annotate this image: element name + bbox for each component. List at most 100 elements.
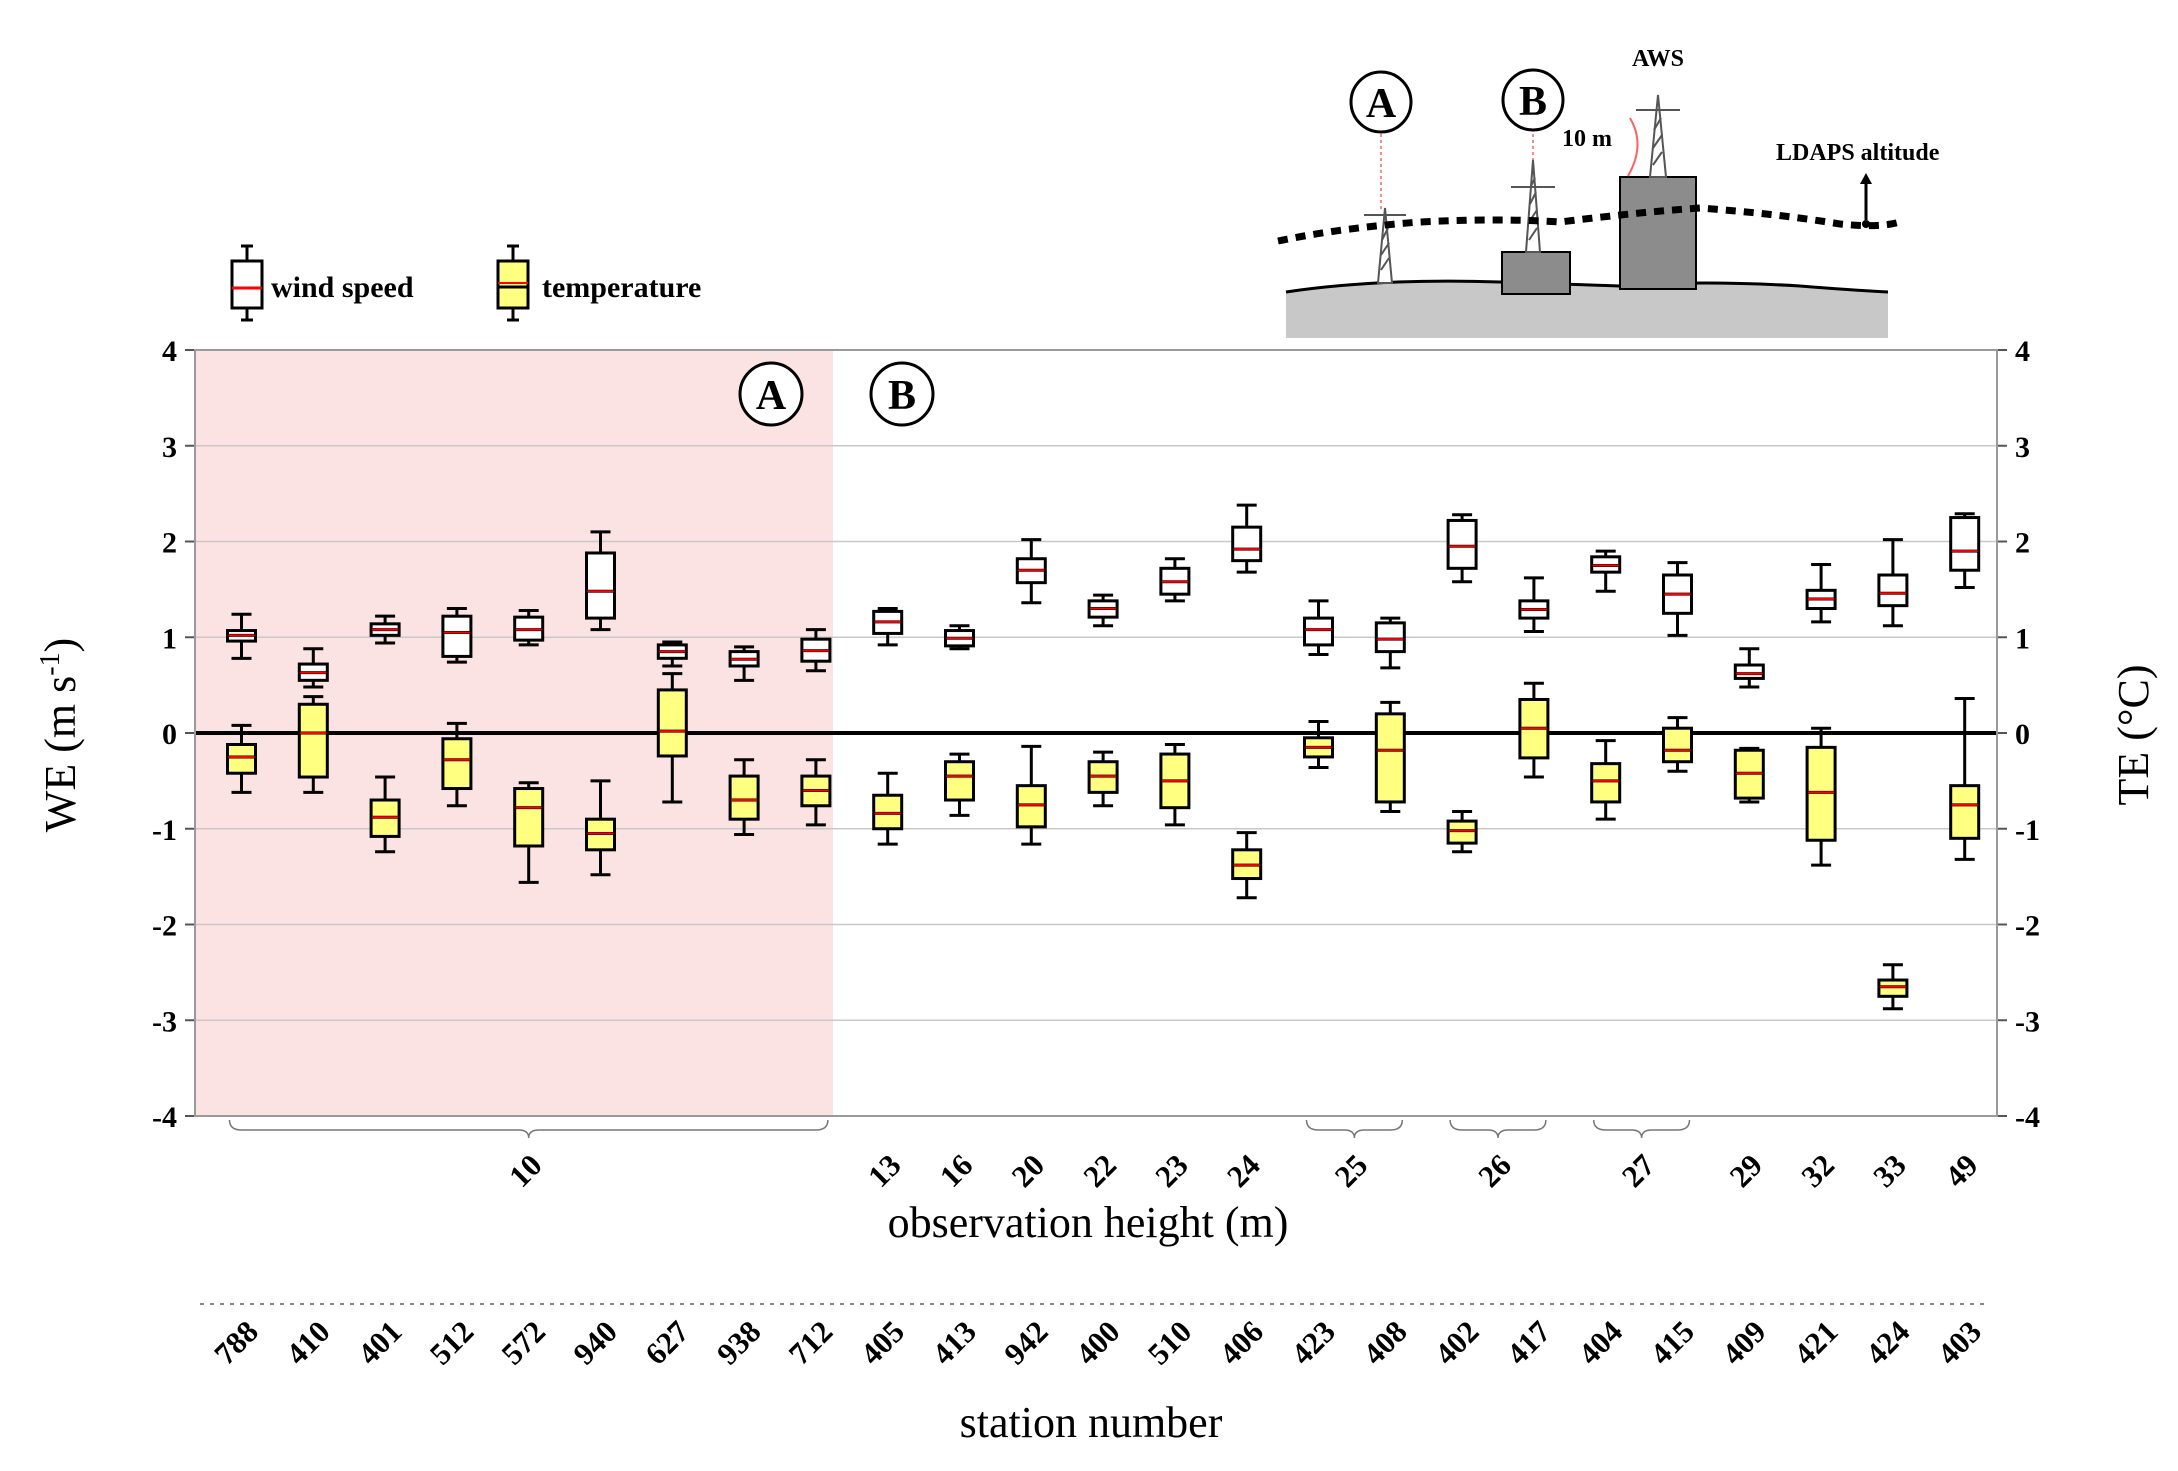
- station-label: 424: [1859, 1314, 1917, 1372]
- temperature-box-417: [1518, 681, 1550, 779]
- station-label: 406: [1212, 1314, 1270, 1372]
- temperature-box-938: [728, 758, 760, 836]
- ldaps-altitude-line: [1277, 204, 1902, 245]
- height-label: 13: [861, 1147, 908, 1194]
- temperature-box-402: [1446, 810, 1478, 854]
- wind-speed-box-404: [1590, 549, 1622, 593]
- station-label: 408: [1356, 1314, 1414, 1372]
- wind-speed-box-627: [656, 640, 688, 668]
- station-label: 627: [638, 1314, 696, 1372]
- box-iqr: [1949, 516, 1981, 572]
- wind-speed-box-421: [1805, 562, 1837, 624]
- y-tick-label-left: 0: [162, 718, 177, 751]
- wind-speed-box-410: [297, 647, 329, 689]
- station-label: 410: [279, 1314, 337, 1372]
- diagram-label-aws: AWS: [1632, 46, 1684, 72]
- y-axis-title-left: WE (m s-1): [35, 638, 85, 832]
- station-label: 423: [1284, 1314, 1342, 1372]
- station-label: 401: [351, 1314, 409, 1372]
- temperature-box-410: [297, 695, 329, 794]
- diagram-label-10m: 10 m: [1562, 126, 1612, 152]
- height-group-brace: [1592, 1119, 1691, 1139]
- y-tick-label-right: 2: [2015, 527, 2030, 560]
- temperature-box-627: [656, 672, 688, 804]
- box-iqr: [297, 702, 329, 779]
- legend-label-wind-speed: wind speed: [271, 271, 414, 304]
- legend-item-temperature: temperature: [496, 244, 701, 322]
- wind-speed-box-405: [872, 607, 904, 647]
- y-tick-label-left: 4: [162, 335, 177, 368]
- box-iqr: [513, 787, 545, 848]
- station-label: 404: [1571, 1314, 1629, 1372]
- x-axis-title: observation height (m): [888, 1198, 1289, 1247]
- y-tick-label-right: 1: [2015, 622, 2030, 655]
- temperature-box-403: [1949, 697, 1981, 861]
- diagram-label-a: A: [1366, 81, 1397, 127]
- diagram-label-b: B: [1519, 79, 1547, 125]
- height-label: 26: [1471, 1147, 1518, 1194]
- region-label-a-text: A: [756, 373, 787, 419]
- temperature-box-572: [513, 781, 545, 884]
- y-tick-label-left: -4: [152, 1101, 177, 1134]
- box-iqr: [1374, 712, 1406, 804]
- station-label: 402: [1428, 1314, 1486, 1372]
- wind-speed-box-400: [1087, 593, 1119, 628]
- height-label: 20: [1005, 1147, 1052, 1194]
- wind-speed-box-417: [1518, 576, 1550, 634]
- height-label: 27: [1615, 1147, 1662, 1194]
- y-tick-label-right: -4: [2015, 1101, 2040, 1134]
- box-iqr: [728, 774, 760, 821]
- y-tick-label-left: -1: [152, 814, 177, 847]
- region-label-b-text: B: [888, 373, 916, 419]
- diagram-label-ldaps: LDAPS altitude: [1776, 140, 1940, 166]
- y-tick-labels-right: -4 -3 -2 -1 0 1 2 3 4: [2015, 335, 2040, 1134]
- wind-speed-box-788: [226, 612, 257, 660]
- box-iqr: [1949, 784, 1981, 840]
- box-iqr: [1374, 621, 1406, 654]
- station-label: 400: [1069, 1314, 1127, 1372]
- region-label-b: B: [869, 361, 935, 427]
- x-axis-title-station: station number: [960, 1398, 1223, 1447]
- height-label: 32: [1794, 1147, 1841, 1194]
- temperature-box-512: [441, 721, 473, 808]
- height-group-brace: [228, 1119, 829, 1139]
- building-large: [1619, 176, 1697, 290]
- station-label: 940: [566, 1314, 624, 1372]
- box-layer: [226, 503, 1981, 1011]
- station-label: 405: [853, 1314, 911, 1372]
- y-tick-label-left: 3: [162, 431, 177, 464]
- y-tick-label-right: -3: [2015, 1005, 2040, 1038]
- y-tick-label-left: 1: [162, 622, 177, 655]
- station-label: 788: [207, 1314, 265, 1372]
- box-iqr: [944, 760, 975, 802]
- wind-speed-box-942: [1015, 538, 1047, 605]
- station-label: 403: [1930, 1314, 1988, 1372]
- temperature-box-788: [226, 723, 257, 794]
- ground-shape: [1286, 281, 1888, 338]
- legend: wind speed temperature: [230, 244, 701, 322]
- tower-a: [1376, 207, 1394, 284]
- station-label: 409: [1715, 1314, 1773, 1372]
- height-label: 10: [502, 1147, 549, 1194]
- wind-speed-box-409: [1733, 647, 1765, 689]
- wind-speed-box-510: [1159, 557, 1191, 603]
- height-label: 22: [1076, 1147, 1123, 1194]
- wind-speed-box-401: [369, 614, 401, 645]
- temperature-box-408: [1374, 700, 1406, 814]
- station-label: 421: [1787, 1314, 1845, 1372]
- wind-speed-box-424: [1877, 538, 1909, 628]
- temperature-box-940: [585, 779, 616, 877]
- temperature-box-423: [1303, 720, 1334, 769]
- temperature-box-401: [369, 775, 401, 854]
- region-label-a: A: [738, 361, 804, 427]
- height-label: 24: [1220, 1147, 1267, 1194]
- height-label: 23: [1148, 1147, 1195, 1194]
- box-iqr: [1733, 663, 1765, 680]
- height-label: 16: [933, 1147, 980, 1194]
- station-label: 942: [997, 1314, 1055, 1372]
- box-iqr: [585, 551, 616, 620]
- temperature-box-510: [1159, 742, 1191, 827]
- box-iqr: [441, 737, 473, 791]
- temperature-box-415: [1662, 716, 1693, 773]
